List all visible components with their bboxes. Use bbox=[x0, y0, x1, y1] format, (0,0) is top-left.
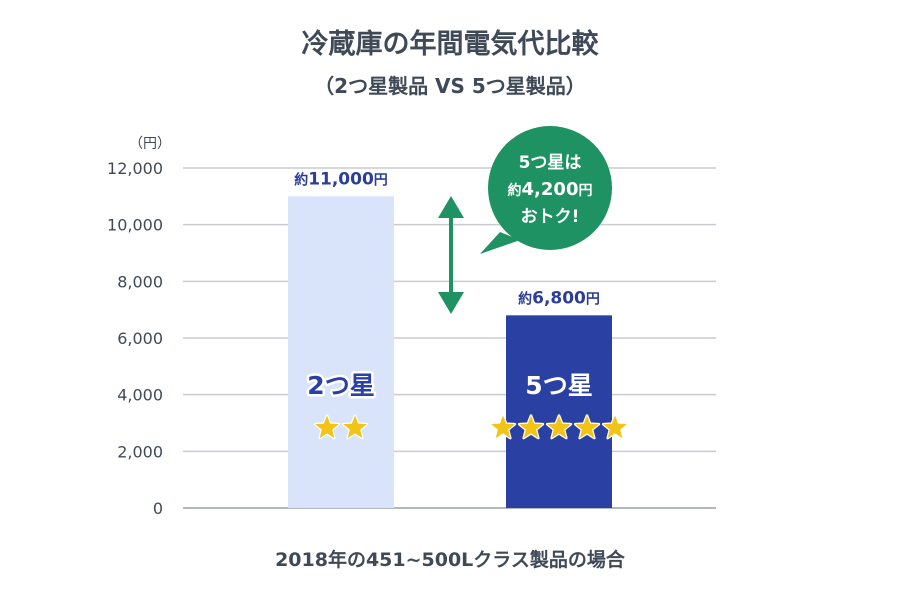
y-tick-label: 12,000 bbox=[107, 159, 163, 178]
callout-value: 4,200 bbox=[522, 179, 579, 200]
callout-prefix: 約 bbox=[508, 182, 522, 199]
y-tick-label: 8,000 bbox=[117, 272, 163, 291]
bar bbox=[288, 196, 394, 509]
y-tick-labels: 0 2,000 4,000 6,000 8,000 10,000 12,000 bbox=[107, 159, 163, 518]
callout-line-2: 約4,200円 bbox=[508, 179, 593, 200]
star-icon bbox=[489, 414, 517, 440]
chart-footnote: 2018年の451~500Lクラス製品の場合 bbox=[275, 548, 626, 571]
y-tick-label: 4,000 bbox=[117, 386, 163, 405]
y-tick-label: 10,000 bbox=[107, 216, 163, 235]
star-icon bbox=[545, 414, 573, 440]
callout-suffix: 円 bbox=[578, 183, 592, 199]
y-axis-unit-label: （円） bbox=[129, 136, 171, 152]
bar-value-label: 約6,800円 bbox=[518, 288, 600, 308]
callout-line-3: おトク! bbox=[521, 207, 580, 227]
star-icon bbox=[341, 414, 369, 440]
bar-value-prefix: 約 bbox=[294, 171, 308, 188]
chart-subtitle: （2つ星製品 VS 5つ星製品） bbox=[314, 74, 586, 98]
savings-callout-bubble: 5つ星は 約4,200円 おトク! bbox=[480, 126, 612, 254]
star-icon bbox=[573, 414, 601, 440]
bar-value-number: 6,800 bbox=[532, 288, 586, 308]
star-icon bbox=[517, 414, 545, 440]
star-icon bbox=[601, 414, 629, 440]
bar-value-number: 11,000 bbox=[308, 169, 374, 189]
bar-group: 約6,800円 5つ星 bbox=[489, 288, 629, 508]
bar-value-suffix: 円 bbox=[586, 291, 600, 307]
difference-arrow-icon bbox=[438, 196, 464, 314]
y-tick-label: 2,000 bbox=[117, 442, 163, 461]
y-tick-label: 0 bbox=[153, 499, 163, 518]
callout-line-1: 5つ星は bbox=[519, 153, 582, 173]
bar-group: 約11,000円 2つ星 bbox=[288, 169, 394, 509]
star-icon bbox=[313, 414, 341, 440]
bar-value-suffix: 円 bbox=[374, 172, 388, 188]
bar bbox=[506, 315, 612, 508]
bar-category-label: 5つ星 bbox=[525, 371, 592, 400]
y-tick-label: 6,000 bbox=[117, 329, 163, 348]
bar-value-label: 約11,000円 bbox=[294, 169, 388, 189]
chart-title: 冷蔵庫の年間電気代比較 bbox=[302, 28, 600, 60]
bar-value-prefix: 約 bbox=[518, 290, 532, 307]
bar-category-label: 2つ星 bbox=[307, 371, 374, 400]
